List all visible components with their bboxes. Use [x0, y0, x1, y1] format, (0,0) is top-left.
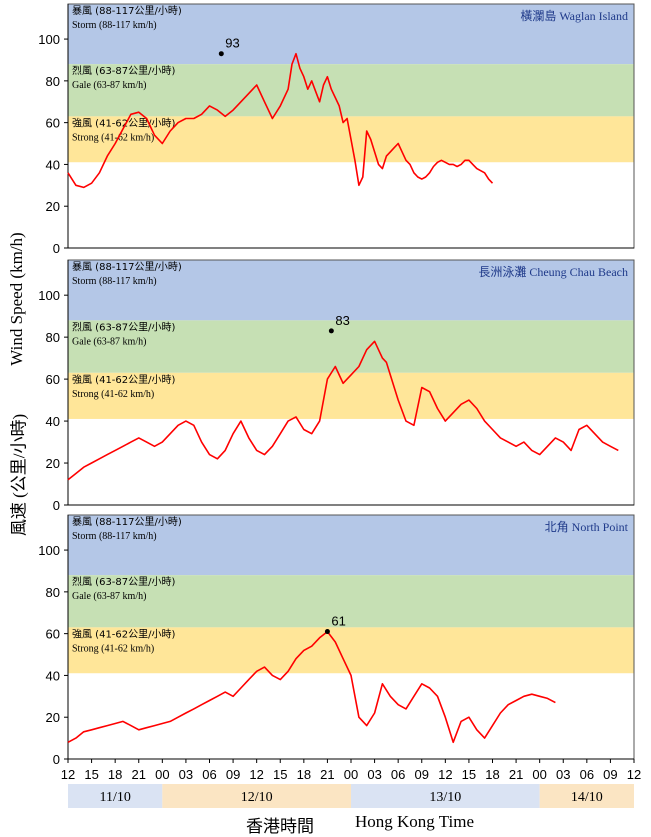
y-tick-label-1-60: 60 [46, 372, 60, 387]
band-label-zh-strong-1: 強風 (41-62公里/小時) [72, 373, 176, 386]
peak-marker-1 [328, 328, 334, 334]
x-tick-label-15: 09 [415, 767, 429, 782]
x-tick-label-23: 09 [603, 767, 617, 782]
band-label-en-strong-0: Strong (41-62 km/h) [72, 132, 154, 143]
peak-marker-2 [324, 629, 330, 635]
band-label-zh-storm-2: 暴風 (88-117公里/小時) [72, 516, 182, 528]
x-tick-label-11: 21 [320, 767, 334, 782]
wind-line-1 [67, 340, 619, 481]
x-tick-label-6: 06 [202, 767, 216, 782]
y-tick-label-0-80: 80 [46, 74, 60, 89]
wind-line-2 [67, 630, 556, 744]
y-tick-label-0-40: 40 [46, 157, 60, 172]
x-tick-label-1: 15 [84, 767, 98, 782]
band-label-en-storm-0: Storm (88-117 km/h) [72, 20, 157, 31]
x-tick-label-20: 00 [532, 767, 546, 782]
x-tick-label-24: 12 [627, 767, 641, 782]
wind-line-0 [67, 52, 494, 189]
x-tick-label-3: 21 [132, 767, 146, 782]
y-tick-label-2-20: 20 [46, 710, 60, 725]
x-tick-label-18: 18 [485, 767, 499, 782]
y-tick-label-0-60: 60 [46, 116, 60, 131]
y-tick-label-2-40: 40 [46, 668, 60, 683]
x-tick-label-8: 12 [249, 767, 263, 782]
band-calm-2 [68, 673, 634, 759]
date-label-3: 14/10 [571, 790, 603, 805]
y-tick-label-0-0: 0 [53, 241, 60, 256]
band-storm-0 [68, 4, 634, 65]
band-strong-1 [68, 372, 634, 419]
x-tick-label-10: 18 [297, 767, 311, 782]
band-label-en-storm-1: Storm (88-117 km/h) [72, 276, 157, 287]
band-storm-2 [68, 515, 634, 576]
x-axis-label-en: Hong Kong Time [355, 812, 475, 831]
y-tick-label-0-20: 20 [46, 199, 60, 214]
band-label-en-gale-1: Gale (63-87 km/h) [72, 336, 146, 347]
y-tick-label-2-60: 60 [46, 627, 60, 642]
band-calm-1 [68, 418, 634, 505]
band-label-en-strong-2: Strong (41-62 km/h) [72, 643, 154, 654]
band-gale-2 [68, 575, 634, 628]
band-label-en-gale-0: Gale (63-87 km/h) [72, 80, 146, 91]
y-tick-label-1-100: 100 [38, 288, 60, 303]
x-tick-label-21: 03 [556, 767, 570, 782]
band-label-zh-gale-1: 烈風 (63-87公里/小時) [72, 321, 176, 333]
x-tick-label-13: 03 [367, 767, 381, 782]
peak-label-1: 83 [335, 313, 349, 328]
date-label-1: 12/10 [241, 790, 273, 805]
x-tick-label-9: 15 [273, 767, 287, 782]
x-tick-label-2: 18 [108, 767, 122, 782]
y-tick-label-2-100: 100 [38, 543, 60, 558]
band-label-zh-gale-2: 烈風 (63-87公里/小時) [72, 576, 176, 588]
band-label-zh-strong-2: 強風 (41-62公里/小時) [72, 627, 176, 640]
station-name-2: 北角 North Point [545, 520, 629, 534]
x-tick-label-19: 21 [509, 767, 523, 782]
x-tick-label-5: 03 [179, 767, 193, 782]
date-band-3 [539, 784, 634, 808]
date-label-0: 11/10 [99, 790, 130, 805]
band-storm-1 [68, 260, 634, 321]
station-name-0: 橫瀾島 Waglan Island [520, 8, 628, 23]
band-calm-0 [68, 162, 634, 248]
date-band-0 [68, 784, 163, 808]
band-label-zh-gale-0: 烈風 (63-87公里/小時) [72, 65, 176, 77]
y-tick-label-1-80: 80 [46, 330, 60, 345]
y-tick-label-2-80: 80 [46, 585, 60, 600]
date-band-2 [351, 784, 540, 808]
x-tick-label-4: 00 [155, 767, 169, 782]
y-axis-label-en: Wind Speed (km/h) [7, 232, 26, 366]
band-label-en-storm-2: Storm (88-117 km/h) [72, 531, 157, 542]
x-axis-label-zh: 香港時間 [246, 817, 314, 836]
peak-label-0: 93 [225, 36, 239, 51]
x-tick-label-7: 09 [226, 767, 240, 782]
band-gale-0 [68, 64, 634, 117]
y-tick-label-1-40: 40 [46, 414, 60, 429]
x-tick-label-12: 00 [344, 767, 358, 782]
x-tick-label-22: 06 [580, 767, 594, 782]
x-tick-label-17: 15 [462, 767, 476, 782]
date-label-2: 13/10 [429, 790, 461, 805]
band-gale-1 [68, 320, 634, 373]
x-tick-label-14: 06 [391, 767, 405, 782]
band-label-zh-storm-0: 暴風 (88-117公里/小時) [72, 5, 182, 17]
band-strong-2 [68, 627, 634, 674]
y-tick-label-2-0: 0 [53, 752, 60, 767]
x-tick-label-16: 12 [438, 767, 452, 782]
station-name-1: 長洲泳灘 Cheung Chau Beach [478, 265, 628, 279]
band-label-en-gale-2: Gale (63-87 km/h) [72, 591, 146, 602]
y-axis-label-zh: 風速 (公里/小時) [9, 413, 29, 537]
y-tick-label-1-0: 0 [53, 498, 60, 513]
y-tick-label-1-20: 20 [46, 456, 60, 471]
peak-label-2: 61 [331, 614, 345, 629]
x-tick-label-0: 12 [61, 767, 75, 782]
band-label-en-strong-1: Strong (41-62 km/h) [72, 389, 154, 400]
peak-marker-0 [218, 51, 224, 57]
date-band-1 [162, 784, 351, 808]
y-tick-label-0-100: 100 [38, 32, 60, 47]
band-label-zh-storm-1: 暴風 (88-117公里/小時) [72, 261, 182, 273]
